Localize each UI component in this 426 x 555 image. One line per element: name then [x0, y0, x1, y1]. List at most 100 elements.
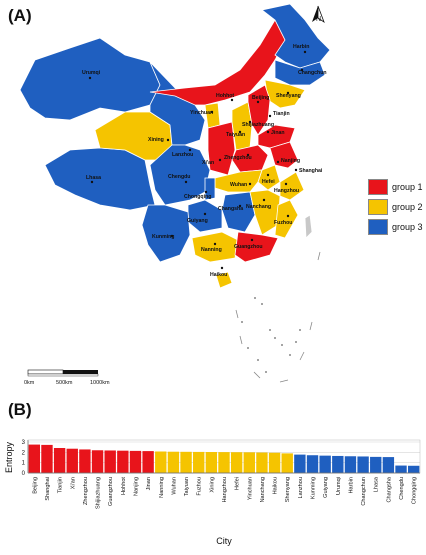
city-dot-xi-an: [218, 158, 222, 162]
bar-kunming: [306, 455, 319, 473]
city-dot-hefei: [266, 173, 270, 177]
province-hunan: [221, 191, 256, 233]
city-dot-kunming: [170, 234, 174, 238]
city-label-shanghai: Shanghai: [299, 168, 323, 174]
city-label-taiyuan: Taiyuan: [226, 132, 245, 138]
city-dot-changsha: [238, 204, 242, 208]
city-dot-harbin: [303, 50, 307, 54]
x-tick-label-tianjin: Tianjin: [58, 477, 64, 493]
city-labels: Harbin Changchun Shenyang Urumqi Hohhot Beiji…: [82, 44, 327, 278]
city-label-shenyang: Shenyang: [276, 93, 301, 99]
city-dot-guiyang: [203, 212, 207, 216]
legend-label-group1: group 1: [392, 182, 423, 192]
x-tick-label-xining: Xining: [209, 477, 215, 493]
bar-lhasa: [370, 456, 382, 473]
bar-jinan: [142, 451, 154, 473]
city-dot-haikou: [220, 266, 224, 270]
province-hubei: [214, 169, 263, 193]
city-label-zhengzhou: Zhengzhou: [224, 155, 252, 161]
bar-changsha: [382, 457, 395, 473]
city-dot-urumqi: [88, 76, 92, 80]
x-tick-label-haikou: Haikou: [273, 477, 279, 494]
x-tick-label-wuhan: Wuhan: [171, 477, 177, 495]
x-tick-label-nanjing: Nanjing: [133, 477, 139, 496]
x-tick-label-yinchuan: Yinchuan: [247, 477, 253, 500]
x-tick-label-lhasa: Lhasa: [374, 476, 380, 492]
y-axis-title: Entropy: [4, 441, 14, 473]
province-hainan: [215, 271, 233, 289]
legend-swatch-group3: [368, 219, 388, 235]
city-dot-guangzhou: [250, 238, 254, 242]
city-label-xi-an: Xi'an: [202, 160, 214, 166]
city-label-tianjin: Tianjin: [273, 111, 290, 117]
city-label-hangzhou: Hangzhou: [274, 188, 299, 194]
city-label-jinan: Jinan: [271, 130, 285, 136]
x-tick-label-beijing: Beijing: [32, 477, 38, 494]
y-tick-label: 3: [22, 440, 26, 446]
bar-beijing: [28, 444, 41, 473]
province-taiwan: [304, 214, 313, 239]
x-tick-label-kunming: Kunming: [311, 477, 317, 499]
x-tick-label-xi-an: Xi'an: [70, 477, 76, 489]
legend-item-group3: group 3: [368, 217, 423, 237]
city-label-chongqing: Chongqing: [184, 194, 211, 200]
bar-xi-an: [66, 448, 78, 473]
legend-item-group2: group 2: [368, 197, 423, 217]
city-label-guangzhou: Guangzhou: [234, 244, 263, 250]
legend-label-group2: group 2: [392, 202, 423, 212]
bar-tianjin: [53, 447, 66, 473]
province-fujian: [274, 199, 299, 239]
entropy-bar-chart: 0 1 2 3 Beijing Shanghai Tianjin Xi'an Zhengzhou…: [4, 439, 421, 546]
south-sea-islands: [241, 297, 301, 373]
nine-dash-line: [235, 251, 321, 383]
city-label-kunming: Kunming: [152, 234, 174, 240]
bar-hefei: [230, 452, 243, 473]
province-jilin: [274, 59, 326, 86]
province-zhejiang: [279, 171, 305, 201]
bar-xining: [205, 452, 218, 473]
panel-b-label: (B): [8, 400, 32, 419]
city-label-guiyang: Guiyang: [187, 218, 208, 224]
province-guangdong: [234, 231, 279, 263]
x-tick-label-taiyuan: Taiyuan: [184, 477, 190, 496]
x-tick-label-hefei: Hefei: [235, 477, 241, 490]
bar-hangzhou: [218, 452, 230, 473]
city-label-harbin: Harbin: [293, 44, 309, 50]
bar-harbin: [344, 456, 357, 473]
city-label-nanjing: Nanjing: [281, 158, 300, 164]
city-dot-beijing: [256, 100, 260, 104]
y-tick-label: 2: [22, 450, 26, 456]
y-tick-label: 0: [22, 471, 26, 477]
provinces: [19, 3, 331, 289]
north-arrow-icon: N: [312, 5, 325, 24]
bar-hohhot: [117, 450, 129, 473]
province-tibet: [44, 147, 156, 211]
city-dot-lanzhou: [188, 148, 192, 152]
city-label-nanchang: Nanchang: [246, 204, 271, 210]
city-dot-chongqing: [204, 190, 208, 194]
scale-tick-0: 0km: [24, 380, 35, 386]
city-dot-yinchuan: [210, 110, 214, 114]
bar-guiyang: [319, 455, 331, 473]
x-tick-label-nanning: Nanning: [159, 477, 165, 498]
city-label-changchun: Changchun: [298, 70, 327, 76]
city-label-lanzhou: Lanzhou: [172, 152, 193, 158]
map-panel: (A) N: [8, 3, 423, 386]
bar-shenyang: [281, 453, 293, 473]
city-label-chengdu: Chengdu: [168, 174, 190, 180]
scale-bar: 0km 500km 1000km: [24, 369, 110, 386]
bar-haikou: [268, 452, 281, 473]
x-tick-label-harbin: Harbin: [348, 477, 354, 493]
city-label-wuhan: Wuhan: [230, 182, 247, 188]
city-label-shijiazhuang: Shijiazhuang: [242, 122, 274, 128]
x-tick-label-fuzhou: Fuzhou: [197, 477, 203, 496]
scale-tick-1000: 1000km: [90, 380, 110, 386]
x-tick-label-nanchang: Nanchang: [260, 477, 266, 503]
x-tick-label-hohhot: Hohhot: [121, 477, 127, 495]
city-dot-zhengzhou: [246, 153, 250, 157]
scale-tick-500: 500km: [56, 380, 73, 386]
bar-chongqing: [407, 465, 420, 473]
bar-shanghai: [41, 444, 53, 473]
city-dot-taiyuan: [238, 130, 242, 134]
city-dot-nanning: [213, 242, 217, 246]
